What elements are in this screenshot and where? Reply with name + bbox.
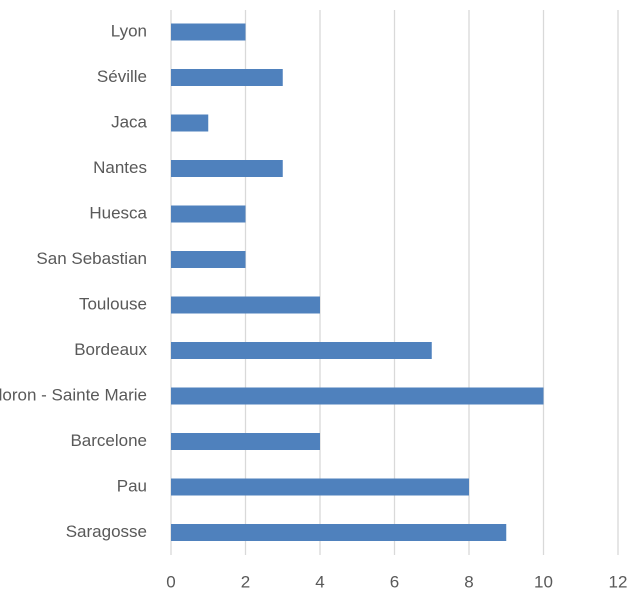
bar bbox=[171, 23, 246, 41]
bar bbox=[171, 524, 507, 541]
bar bbox=[171, 433, 320, 450]
y-tick-label: Séville bbox=[97, 67, 147, 86]
y-tick-label: San Sebastian bbox=[36, 249, 147, 268]
x-tick-label: 10 bbox=[534, 572, 553, 591]
y-tick-label: Saragosse bbox=[66, 522, 147, 541]
bar bbox=[171, 478, 469, 496]
bar bbox=[171, 160, 283, 177]
x-tick-label: 2 bbox=[241, 572, 250, 591]
y-tick-label: Nantes bbox=[93, 158, 147, 177]
bar bbox=[171, 114, 209, 132]
x-tick-label: 0 bbox=[166, 572, 175, 591]
y-tick-label: Lyon bbox=[111, 21, 147, 40]
bar bbox=[171, 296, 320, 314]
y-tick-label: Bordeaux bbox=[74, 340, 147, 359]
bar bbox=[171, 387, 544, 405]
y-tick-label: Jaca bbox=[111, 112, 147, 131]
bar bbox=[171, 342, 432, 359]
x-tick-label: 8 bbox=[464, 572, 473, 591]
y-tick-label: Oloron - Sainte Marie bbox=[0, 385, 147, 404]
x-tick-label: 6 bbox=[390, 572, 399, 591]
bar bbox=[171, 205, 246, 223]
y-tick-label: Pau bbox=[117, 476, 147, 495]
y-tick-label: Toulouse bbox=[79, 294, 147, 313]
y-tick-label: Huesca bbox=[89, 203, 147, 222]
x-tick-label: 12 bbox=[609, 572, 628, 591]
x-tick-label: 4 bbox=[315, 572, 324, 591]
y-tick-label: Barcelone bbox=[70, 431, 147, 450]
bar bbox=[171, 69, 283, 86]
bar bbox=[171, 251, 246, 268]
